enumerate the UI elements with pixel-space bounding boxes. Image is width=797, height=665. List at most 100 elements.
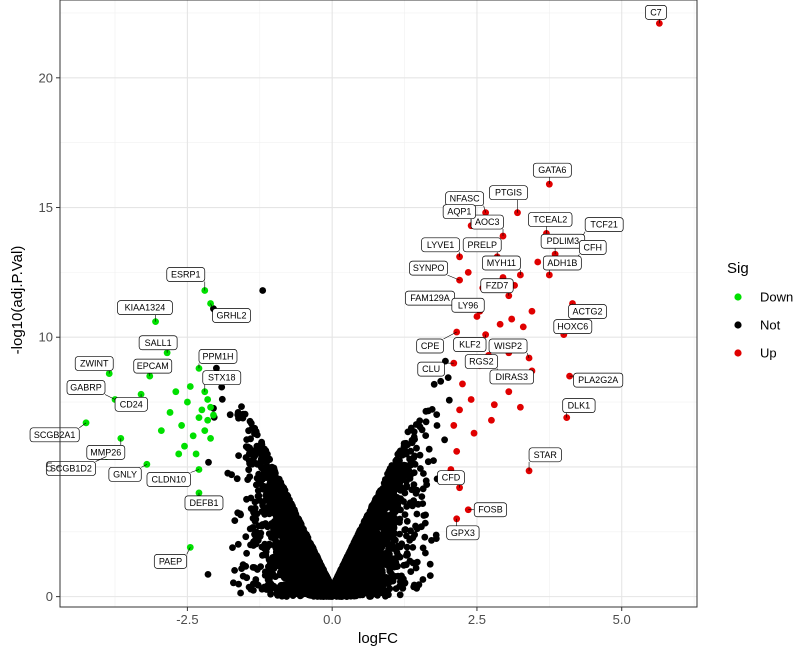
point-not bbox=[278, 592, 286, 600]
point-not bbox=[380, 479, 388, 487]
point-not bbox=[424, 458, 432, 466]
point-not bbox=[390, 524, 398, 532]
point-not bbox=[257, 474, 265, 482]
point-not bbox=[276, 541, 283, 549]
point-not bbox=[418, 426, 426, 434]
point-not bbox=[444, 374, 452, 381]
point-not bbox=[411, 436, 418, 443]
point-not bbox=[264, 450, 271, 458]
point-not bbox=[204, 571, 212, 578]
point-not bbox=[382, 539, 390, 546]
point-not bbox=[410, 481, 418, 488]
point-not bbox=[238, 403, 245, 410]
point-not bbox=[428, 406, 436, 413]
point-not bbox=[426, 572, 434, 579]
point-not bbox=[230, 579, 237, 587]
point-not bbox=[242, 533, 250, 541]
point-not bbox=[404, 551, 411, 559]
point-not bbox=[396, 582, 404, 590]
point-not bbox=[423, 481, 431, 488]
point-not bbox=[244, 476, 252, 483]
point-not bbox=[238, 565, 246, 572]
point-not bbox=[276, 479, 284, 486]
point-not bbox=[371, 576, 379, 584]
point-not bbox=[413, 558, 421, 566]
point-not bbox=[433, 422, 441, 429]
point-not bbox=[386, 566, 394, 573]
point-not bbox=[253, 431, 261, 439]
point-not bbox=[270, 497, 278, 505]
point-not bbox=[391, 481, 399, 488]
point-not bbox=[409, 544, 417, 551]
point-not bbox=[310, 591, 317, 599]
point-not bbox=[416, 417, 424, 425]
point-not bbox=[258, 585, 266, 593]
point-not bbox=[433, 411, 441, 418]
point-not bbox=[261, 540, 269, 548]
point-not bbox=[419, 576, 427, 583]
point-not bbox=[410, 581, 418, 589]
point-not bbox=[430, 457, 437, 464]
point-not bbox=[416, 451, 424, 459]
point-not bbox=[231, 517, 239, 524]
point-not bbox=[235, 452, 243, 459]
point-not bbox=[389, 533, 396, 541]
point-not bbox=[243, 574, 251, 582]
point-not bbox=[250, 454, 258, 462]
point-not bbox=[247, 494, 255, 502]
point-not bbox=[243, 443, 251, 451]
point-not bbox=[397, 543, 404, 551]
point-not bbox=[382, 592, 389, 600]
point-not bbox=[385, 477, 393, 485]
point-not bbox=[285, 538, 293, 546]
point-not bbox=[432, 535, 440, 542]
point-not bbox=[421, 533, 429, 541]
point-not bbox=[375, 582, 382, 590]
point-not bbox=[266, 541, 274, 549]
point-not bbox=[264, 576, 272, 584]
point-not bbox=[277, 582, 285, 589]
point-not bbox=[437, 377, 445, 385]
point-not bbox=[392, 558, 400, 566]
point-not bbox=[233, 475, 241, 483]
point-not bbox=[395, 473, 403, 481]
point-not bbox=[403, 543, 411, 551]
point-not bbox=[407, 424, 415, 432]
background-points bbox=[204, 338, 463, 600]
point-not bbox=[291, 550, 299, 558]
point-not bbox=[426, 560, 434, 568]
point-not bbox=[403, 517, 411, 525]
point-not bbox=[413, 510, 421, 518]
point-not bbox=[243, 549, 251, 557]
point-not bbox=[258, 508, 266, 515]
point-not bbox=[304, 590, 312, 598]
point-not bbox=[274, 589, 281, 597]
point-not bbox=[393, 549, 401, 556]
point-not bbox=[392, 497, 399, 505]
point-not bbox=[256, 532, 264, 540]
point-not bbox=[396, 530, 403, 538]
point-not bbox=[289, 574, 297, 582]
point-not bbox=[218, 383, 226, 391]
point-not bbox=[272, 573, 279, 580]
point-not bbox=[270, 582, 278, 590]
point-not bbox=[218, 395, 226, 403]
point-not bbox=[406, 499, 414, 507]
point-not bbox=[256, 449, 264, 456]
point-not bbox=[394, 450, 402, 458]
point-not bbox=[283, 491, 290, 499]
point-not bbox=[420, 470, 427, 477]
point-not bbox=[430, 380, 438, 388]
point-not bbox=[389, 468, 397, 476]
point-not bbox=[422, 549, 429, 557]
point-not bbox=[257, 460, 264, 468]
point-not bbox=[269, 503, 277, 511]
point-not bbox=[224, 469, 232, 477]
point-not bbox=[417, 465, 424, 472]
point-not bbox=[226, 411, 234, 419]
point-not bbox=[401, 526, 409, 534]
point-not bbox=[381, 515, 389, 523]
point-not bbox=[249, 524, 257, 531]
point-not bbox=[262, 520, 269, 527]
point-not bbox=[257, 563, 264, 570]
